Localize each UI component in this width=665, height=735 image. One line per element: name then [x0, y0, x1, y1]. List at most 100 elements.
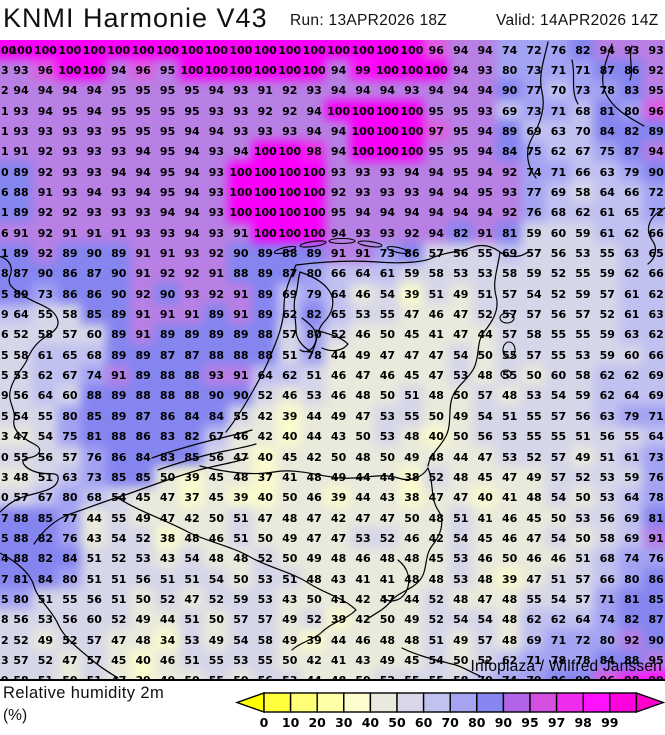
grid-value: 65 — [648, 247, 664, 260]
field-cell — [252, 100, 279, 124]
grid-value: 50 — [575, 491, 591, 505]
grid-value: 89 — [257, 287, 273, 301]
grid-value: 40 — [428, 430, 444, 444]
grid-value: 43 — [379, 491, 396, 505]
field-cell — [32, 283, 60, 307]
grid-value: 69 — [501, 104, 518, 118]
grid-value: 91 — [233, 308, 249, 322]
grid-value: 94 — [453, 43, 469, 57]
grid-value: 48 — [379, 552, 396, 566]
grid-value: 41 — [428, 328, 444, 342]
grid-value: 63 — [550, 124, 567, 138]
grid-value: 53 — [501, 430, 518, 444]
grid-value: 94 — [330, 124, 347, 138]
grid-value: 71 — [575, 63, 591, 77]
field-cell — [545, 100, 573, 124]
grid-value: 93 — [13, 63, 29, 77]
grid-value: 88 — [184, 369, 200, 383]
grid-value: 54 — [477, 409, 493, 423]
field-cell — [520, 242, 548, 266]
grid-value: 87 — [184, 348, 200, 362]
grid-value: 63 — [599, 409, 615, 423]
grid-value: 50 — [379, 389, 396, 403]
grid-value: 57 — [550, 409, 567, 423]
grid-value: 57 — [257, 613, 273, 627]
field-cell — [105, 100, 133, 124]
grid-value: 73 — [575, 84, 591, 98]
grid-value: 100 — [229, 185, 253, 199]
grid-value: 51 — [184, 654, 200, 667]
grid-value: 56 — [13, 613, 29, 627]
field-cell — [618, 262, 646, 286]
colorbar-segment — [449, 692, 478, 713]
grid-value: 55 — [599, 247, 615, 260]
grid-value: 91 — [135, 328, 151, 342]
grid-value: 92 — [184, 267, 200, 281]
field-cell — [618, 40, 646, 62]
grid-value: 58 — [501, 267, 518, 281]
field-cell — [423, 140, 450, 164]
grid-value: 50 — [379, 328, 396, 342]
field-cell — [398, 242, 426, 266]
grid-value: 47 — [404, 348, 420, 362]
grid-value: 100 — [156, 43, 180, 57]
field-cell — [471, 40, 499, 62]
field-cell — [276, 262, 304, 286]
grid-value: 94 — [330, 63, 347, 77]
grid-value: 69 — [550, 185, 567, 199]
grid-value: 51 — [111, 592, 127, 606]
grid-value: 91 — [111, 226, 127, 240]
field-cell — [227, 40, 255, 62]
field-cell — [447, 59, 475, 83]
field-cell — [252, 181, 279, 205]
field-cell — [227, 161, 255, 185]
grid-value: 1 — [1, 124, 9, 138]
field-cell — [7, 100, 35, 124]
grid-value: 46 — [477, 552, 493, 566]
grid-value: 52 — [526, 450, 542, 464]
field-cell — [81, 262, 108, 286]
grid-value: 71 — [550, 165, 567, 179]
grid-value: 48 — [501, 633, 518, 647]
field-cell — [56, 222, 84, 246]
grid-value: 59 — [599, 328, 615, 342]
grid-value: 94 — [428, 185, 444, 199]
grid-value: 46 — [355, 328, 371, 342]
grid-value: 74 — [624, 552, 640, 566]
field-cell — [618, 161, 646, 185]
grid-value: 94 — [477, 165, 493, 179]
grid-value: 93 — [184, 287, 200, 301]
grid-value: 53 — [257, 592, 273, 606]
grid-value: 90 — [233, 389, 249, 403]
grid-value: 62 — [575, 206, 591, 220]
grid-value: 80 — [306, 267, 322, 281]
grid-value: 48 — [233, 470, 249, 484]
grid-value: 67 — [37, 491, 54, 505]
field-cell — [349, 59, 377, 83]
field-cell — [154, 222, 182, 246]
grid-value: 92 — [208, 287, 225, 301]
field-cell — [227, 262, 255, 286]
grid-value: 94 — [184, 145, 200, 159]
field-cell — [569, 120, 597, 144]
grid-value: 66 — [648, 267, 664, 281]
grid-value: 42 — [184, 511, 200, 525]
field-cell — [349, 40, 377, 62]
grid-value: 57 — [575, 592, 591, 606]
grid-value: 67 — [208, 430, 225, 444]
field-cell — [374, 120, 402, 144]
grid-value: 92 — [159, 267, 176, 281]
grid-value: 56 — [37, 450, 54, 464]
grid-value: 48 — [208, 552, 225, 566]
grid-value: 93 — [184, 247, 200, 260]
grid-value: 34 — [159, 633, 176, 647]
grid-value: 82 — [624, 613, 640, 627]
grid-value: 62 — [37, 369, 54, 383]
field-cell — [178, 161, 206, 185]
grid-value: 82 — [37, 552, 54, 566]
grid-value: 93 — [233, 84, 249, 98]
grid-value: 51 — [501, 409, 518, 423]
grid-value: 67 — [575, 145, 591, 159]
grid-value: 75 — [599, 145, 615, 159]
grid-value: 90 — [233, 247, 249, 260]
